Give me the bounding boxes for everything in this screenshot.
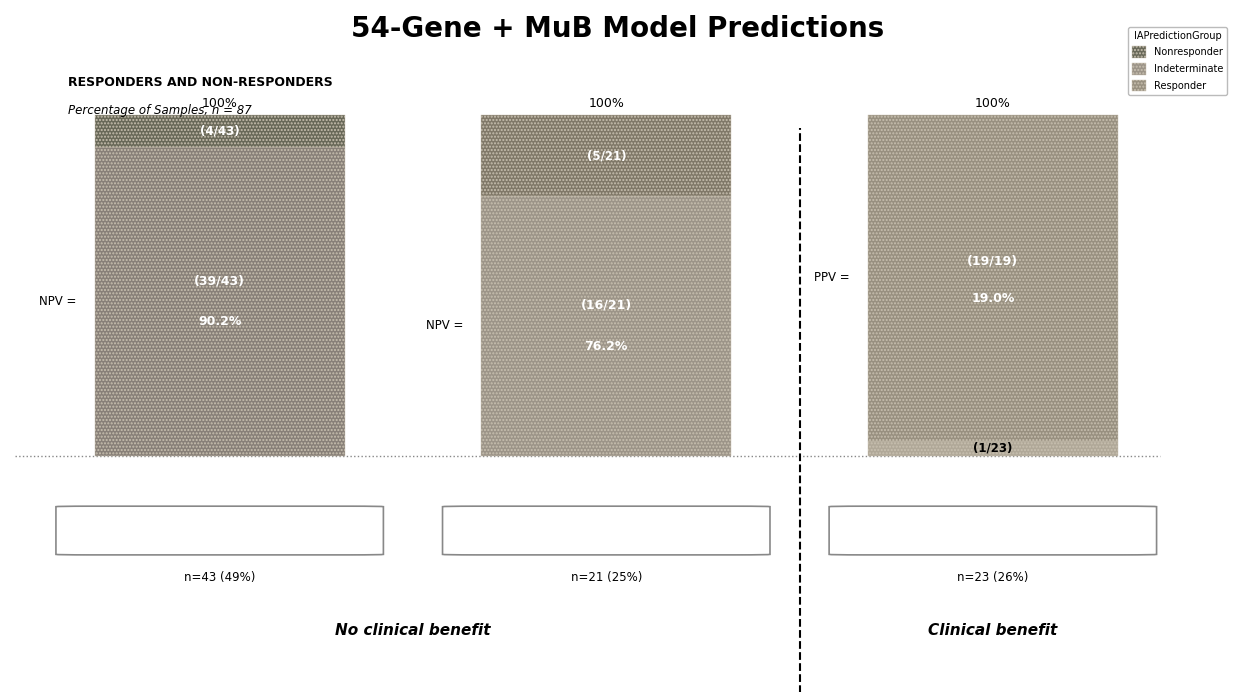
Text: (39/43): (39/43)	[195, 274, 246, 287]
Text: 90.2%: 90.2%	[198, 315, 242, 328]
Text: PPV =: PPV =	[813, 271, 849, 284]
Text: NPV =: NPV =	[38, 295, 77, 308]
Text: Clinical benefit: Clinical benefit	[929, 623, 1058, 637]
Bar	[481, 115, 732, 196]
Text: (1/23): (1/23)	[973, 441, 1013, 455]
Text: (4/43): (4/43)	[200, 125, 239, 137]
Text: RESPONDERS AND NON-RESPONDERS: RESPONDERS AND NON-RESPONDERS	[68, 77, 334, 89]
Bar	[94, 147, 345, 455]
Text: 76.2%: 76.2%	[584, 340, 627, 353]
Text: (5/21): (5/21)	[587, 149, 626, 162]
Text: n=21 (25%): n=21 (25%)	[570, 572, 642, 585]
Text: 100%: 100%	[202, 97, 238, 110]
Text: Percentage of Samples, n = 87: Percentage of Samples, n = 87	[68, 104, 252, 117]
Legend: Nonresponder, Indeterminate, Responder: Nonresponder, Indeterminate, Responder	[1128, 28, 1228, 95]
Bar	[94, 115, 345, 147]
Text: 100%: 100%	[588, 97, 624, 110]
Bar	[481, 196, 732, 455]
Text: n=43 (49%): n=43 (49%)	[184, 572, 255, 585]
FancyBboxPatch shape	[830, 506, 1157, 555]
Text: No clinical benefit: No clinical benefit	[335, 623, 491, 637]
Text: Responders: Responders	[956, 524, 1029, 537]
Text: Non Responders: Non Responders	[169, 524, 270, 537]
Text: 100%: 100%	[975, 97, 1011, 110]
Text: Indeterminate: Indeterminate	[562, 524, 651, 537]
FancyBboxPatch shape	[443, 506, 770, 555]
Bar	[868, 115, 1118, 441]
Text: (19/19): (19/19)	[967, 255, 1018, 267]
Text: n=23 (26%): n=23 (26%)	[957, 572, 1028, 585]
Text: 19.0%: 19.0%	[971, 292, 1014, 304]
Bar	[868, 441, 1118, 455]
Title: 54-Gene + MuB Model Predictions: 54-Gene + MuB Model Predictions	[351, 15, 884, 43]
Text: (16/21): (16/21)	[580, 299, 632, 312]
FancyBboxPatch shape	[56, 506, 383, 555]
Text: NPV =: NPV =	[425, 319, 463, 332]
